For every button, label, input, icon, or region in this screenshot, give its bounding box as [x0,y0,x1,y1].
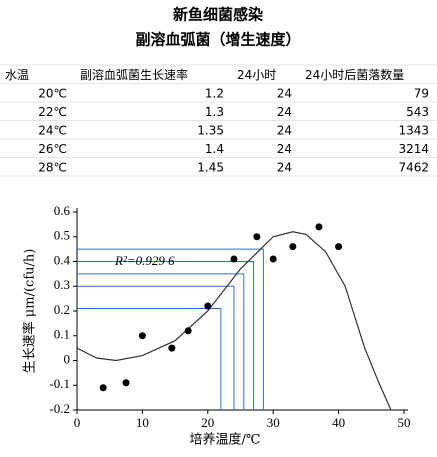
table-cell: 79 [414,86,429,100]
x-tick-label: 40 [332,415,345,430]
table-cell: 28℃ [38,160,67,174]
guide-line [77,261,255,410]
table-cell: 1343 [398,123,429,137]
data-point [315,223,323,231]
data-point [289,243,297,251]
y-tick-label: -0.1 [49,376,70,391]
table-cell: 24 [277,142,292,156]
table-cell: 1.35 [197,123,224,137]
data-point [230,255,238,263]
data-point [204,302,212,310]
table-cell: 1.45 [197,160,224,174]
table-cell: 24 [277,160,292,174]
data-point [184,327,192,335]
table-cell: 543 [406,105,429,119]
y-tick-label: 0.4 [54,252,71,267]
title: 新鱼细菌感染 [173,6,264,24]
y-tick-label: -0.2 [49,401,70,416]
x-tick-label: 50 [398,415,411,430]
data-point [168,344,176,352]
y-tick-label: 0 [64,351,71,366]
x-axis-label: 培养温度/℃ [190,432,261,448]
table-cell: 24 [277,105,292,119]
table-cell: 24℃ [38,123,67,137]
table-cell: 7462 [398,160,429,174]
table-cell: 1.3 [205,105,224,119]
y-tick-label: 0.1 [54,327,70,342]
y-tick-label: 0.2 [54,302,70,317]
table-cell: 26℃ [38,142,67,156]
x-tick-label: 0 [74,415,81,430]
data-point [335,243,343,251]
table-cell: 20℃ [38,86,67,100]
column-header: 副溶血弧菌生长速率 [80,67,188,82]
table-cell: 1.2 [205,86,224,100]
subtitle: 副溶血弧菌（增生速度） [135,31,300,49]
data-point [122,379,130,387]
data-point [269,255,277,263]
guide-line [77,308,222,410]
y-tick-label: 0.3 [54,277,70,292]
x-tick-label: 30 [267,415,280,430]
y-tick-label: 0.5 [54,228,70,243]
guide-line [77,285,235,410]
x-tick-label: 10 [136,415,149,430]
table-cell: 24 [277,123,292,137]
y-axis-label: 生长速率 μm/(cfu/h) [22,249,38,374]
guide-line [77,273,245,410]
y-tick-label: 0.6 [54,203,71,218]
table-cell: 22℃ [38,105,67,119]
data-point [253,233,261,241]
guide-line [77,248,264,410]
column-header: 水温 [5,68,29,82]
data-point [99,384,107,392]
table-cell: 3214 [398,142,429,156]
annotation: R²=0.929 6 [114,253,175,268]
column-header: 24小时 [237,68,276,82]
table-cell: 24 [277,86,292,100]
x-tick-label: 20 [201,415,214,430]
fit-curve [76,231,392,411]
table-cell: 1.4 [205,142,224,156]
column-header: 24小时后菌落数量 [305,67,404,82]
data-point [138,332,146,340]
